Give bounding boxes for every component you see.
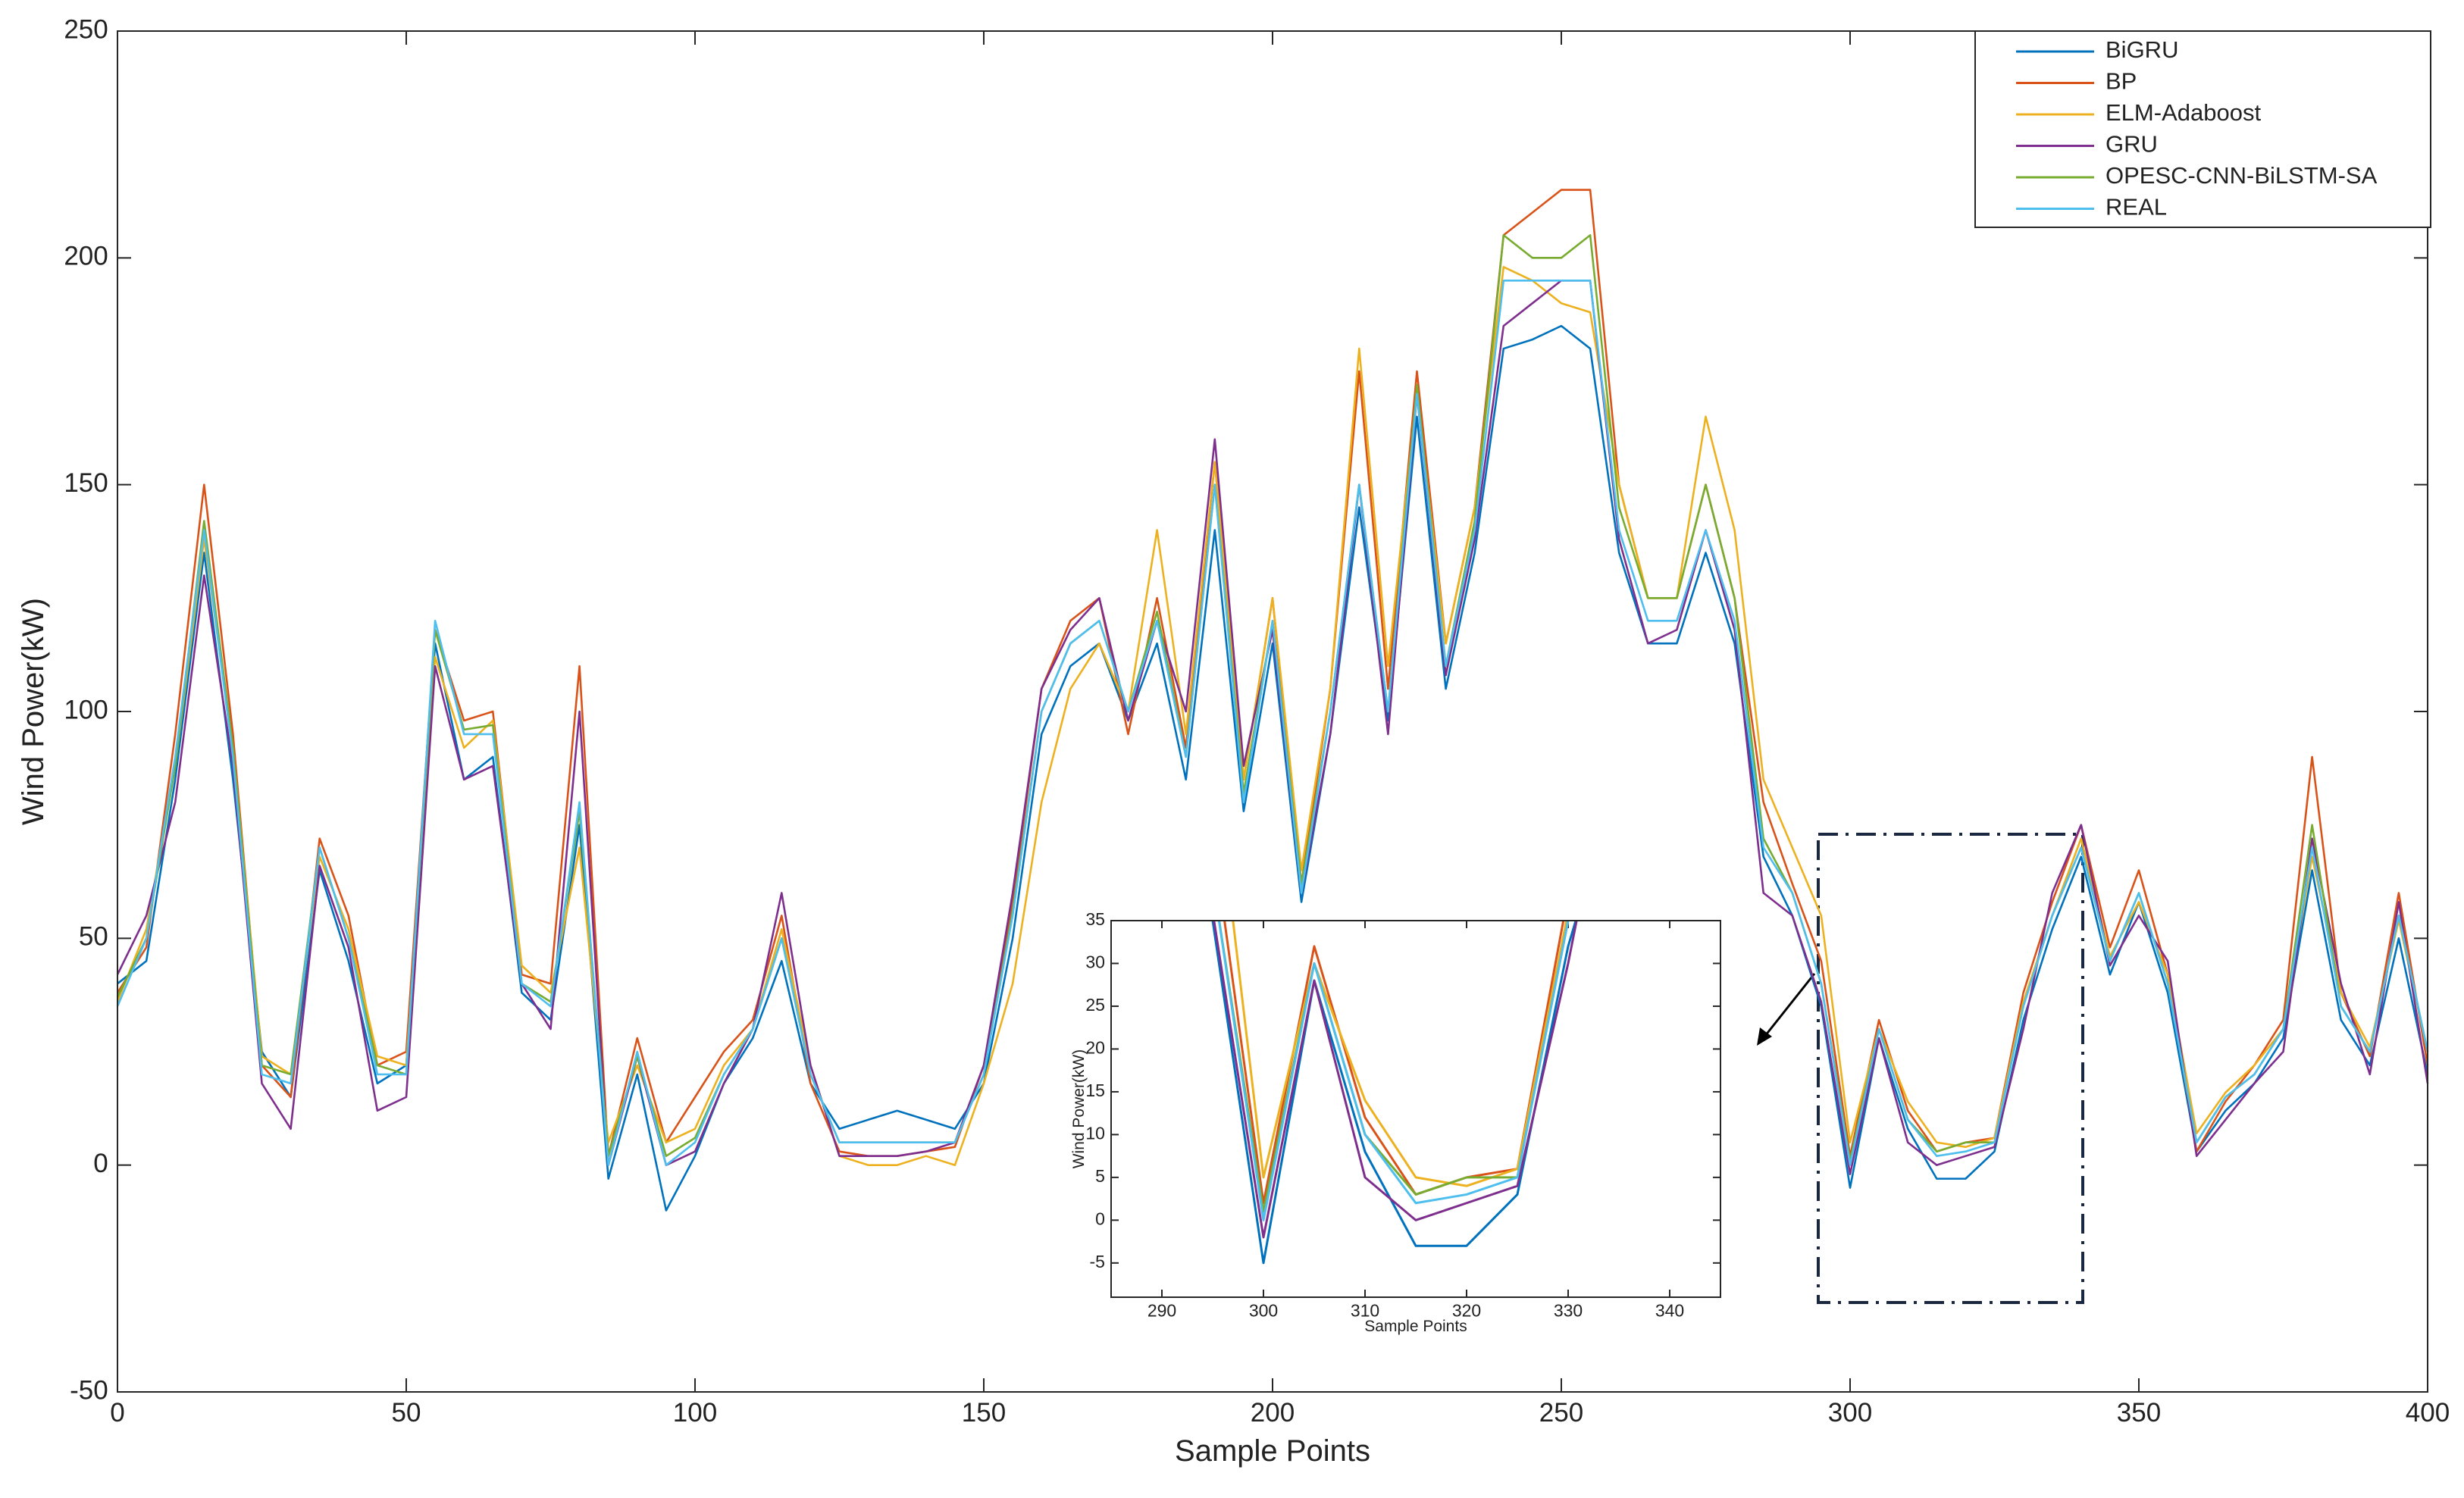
x-tick-label: 200 (1251, 1398, 1295, 1428)
y-tick-label: 0 (93, 1149, 108, 1178)
x-tick-label: 250 (1539, 1398, 1583, 1428)
y-tick-label: 5 (1095, 1166, 1105, 1186)
x-tick-label: 320 (1452, 1301, 1481, 1321)
legend-label: ELM-Adaboost (2106, 99, 2261, 126)
y-tick-label: 10 (1085, 1123, 1105, 1143)
series-line (116, 279, 2429, 1166)
x-tick-label: 0 (110, 1398, 124, 1428)
zoom-arrow-head (1757, 1027, 1772, 1046)
x-tick-label: 300 (1249, 1301, 1278, 1321)
legend-label: OPESC-CNN-BiLSTM-SA (2106, 162, 2378, 189)
x-tick-label: 400 (2406, 1398, 2450, 1428)
x-tick-label: 350 (2117, 1398, 2161, 1428)
legend-label: GRU (2106, 131, 2158, 158)
x-tick-label: 150 (962, 1398, 1006, 1428)
x-tick-label: 310 (1351, 1301, 1379, 1321)
y-tick-label: 100 (64, 695, 108, 724)
y-tick-label: -50 (70, 1375, 108, 1405)
x-tick-label: 340 (1655, 1301, 1684, 1321)
y-tick-label: 35 (1085, 909, 1105, 929)
y-tick-label: 15 (1085, 1080, 1105, 1100)
y-axis-label: Wind Power(kW) (17, 598, 50, 825)
legend-label: BiGRU (2106, 36, 2178, 63)
y-tick-label: 30 (1085, 952, 1105, 972)
y-tick-label: 150 (64, 468, 108, 498)
x-axis-label: Sample Points (1364, 1318, 1467, 1335)
inset-background (1111, 921, 1720, 1297)
x-tick-label: 100 (673, 1398, 717, 1428)
inset-frame (1110, 920, 1721, 1298)
zoom-region (1817, 833, 2084, 1304)
x-tick-label: 290 (1147, 1301, 1176, 1321)
legend-label: REAL (2106, 194, 2167, 220)
y-tick-label: -5 (1089, 1252, 1104, 1271)
x-tick-label: 330 (1554, 1301, 1583, 1321)
x-axis-label: Sample Points (1175, 1434, 1370, 1468)
y-tick-label: 50 (79, 922, 108, 952)
legend-box (1974, 30, 2431, 228)
y-tick-label: 20 (1085, 1038, 1105, 1058)
y-tick-label: 0 (1095, 1209, 1105, 1228)
legend-label: BP (2106, 68, 2137, 95)
y-tick-label: 200 (64, 242, 108, 271)
zoom-arrow (1761, 973, 1816, 1040)
plot-frame (117, 30, 2428, 1393)
x-tick-label: 50 (392, 1398, 421, 1428)
x-tick-label: 300 (1828, 1398, 1872, 1428)
y-tick-label: 25 (1085, 995, 1105, 1015)
y-tick-label: 250 (64, 14, 108, 44)
y-axis-label: Wind Power(kW) (1070, 1049, 1088, 1169)
